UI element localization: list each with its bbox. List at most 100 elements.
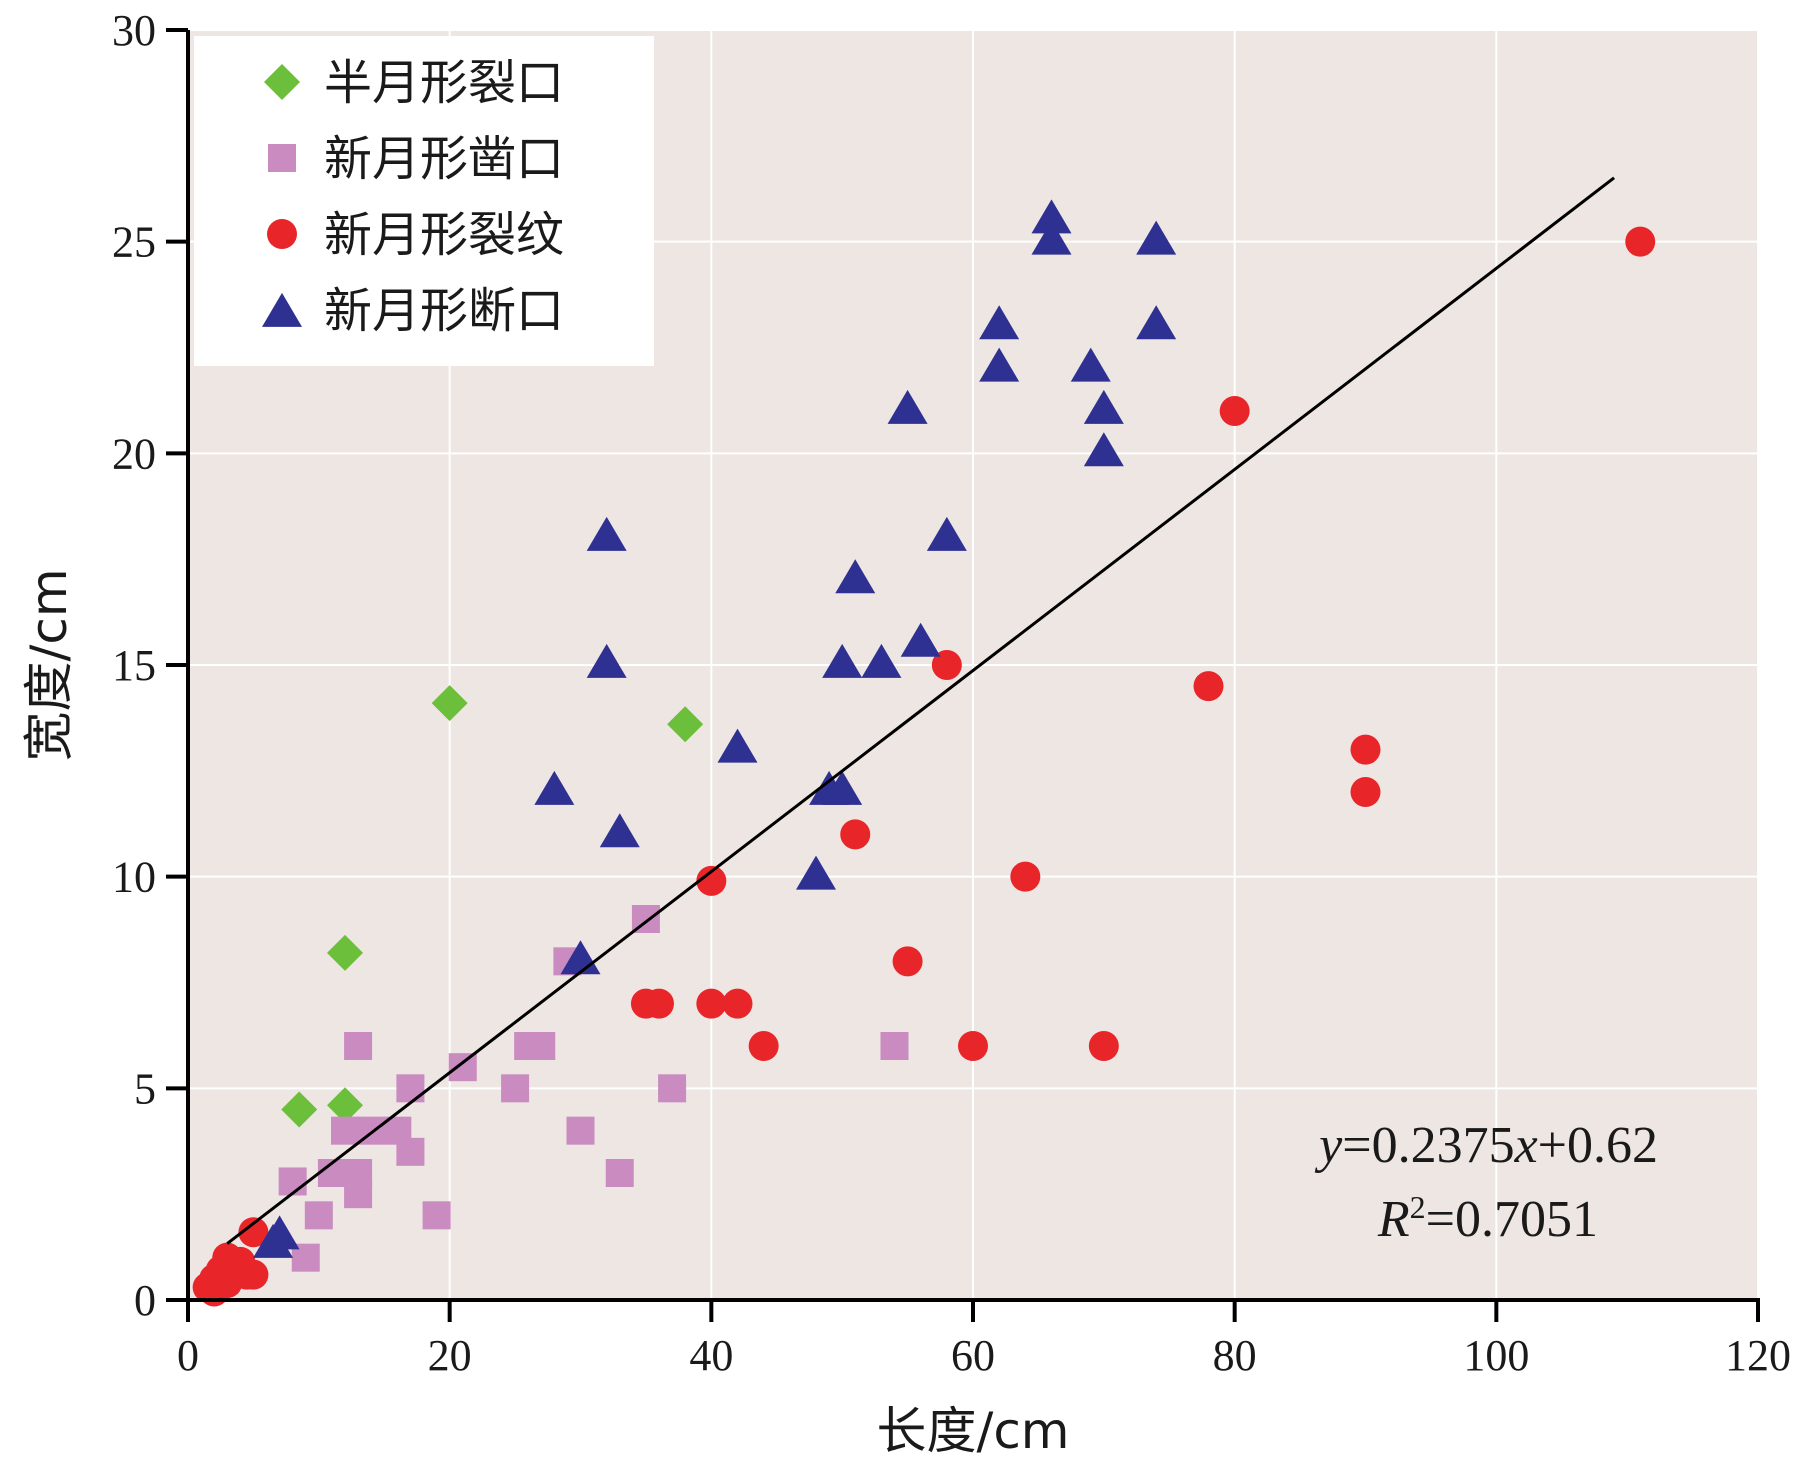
point-s3-1 <box>1031 220 1072 255</box>
data-points <box>192 199 1656 1307</box>
point-s2-13 <box>722 988 753 1019</box>
point-s2-4 <box>1350 734 1381 765</box>
y-axis-title: 宽度/cm <box>20 568 78 761</box>
series-1 <box>278 905 909 1272</box>
point-s3-4 <box>1136 305 1177 340</box>
y-tick-label-1: 5 <box>134 1064 156 1113</box>
legend-marker-2 <box>267 219 297 249</box>
legend-label-1: 新月形凿口 <box>324 131 564 187</box>
point-s1-18 <box>278 1167 307 1196</box>
point-s1-20 <box>304 1201 333 1230</box>
equation-x-var: x <box>1514 1117 1538 1174</box>
point-s2-11 <box>644 988 674 1019</box>
point-s2-2 <box>931 650 962 680</box>
x-tick-label-5: 100 <box>1463 1331 1529 1380</box>
point-s1-19 <box>344 1180 373 1209</box>
point-s3-6 <box>1070 347 1111 382</box>
point-s2-8 <box>1010 861 1041 892</box>
point-s3-20 <box>822 770 863 805</box>
point-s3-11 <box>926 516 967 551</box>
point-s2-1 <box>1219 396 1250 426</box>
legend-label-2: 新月形裂纹 <box>324 207 564 263</box>
x-tick-label-0: 0 <box>177 1331 199 1380</box>
point-s0-0 <box>431 685 468 722</box>
point-s1-6 <box>396 1074 425 1103</box>
point-s2-14 <box>748 1031 779 1061</box>
point-s3-7 <box>887 389 928 424</box>
point-s1-9 <box>880 1032 909 1060</box>
y-tick-label-2: 10 <box>112 853 156 902</box>
r-squared-var: R <box>1377 1191 1410 1248</box>
gridlines <box>188 29 1759 1300</box>
series-3 <box>253 199 1177 1258</box>
legend-marker-1 <box>268 144 296 172</box>
point-s2-9 <box>892 946 923 977</box>
equation-slope: =0.2375 <box>1342 1117 1514 1174</box>
r-squared-value: =0.7051 <box>1426 1191 1598 1248</box>
y-tick-label-5: 25 <box>112 218 156 267</box>
point-s3-8 <box>1083 389 1124 424</box>
equation-intercept: +0.62 <box>1538 1117 1658 1174</box>
legend-marker-3 <box>262 292 302 327</box>
point-s2-27 <box>199 1276 230 1307</box>
point-s3-15 <box>822 643 863 678</box>
axes <box>166 28 1760 1322</box>
x-axis-title: 长度/cm <box>876 1402 1069 1460</box>
point-s3-21 <box>599 813 640 848</box>
point-s3-12 <box>835 559 876 594</box>
y-tick-label-0: 0 <box>134 1276 156 1325</box>
point-s2-0 <box>1625 226 1656 257</box>
r-squared-sup: 2 <box>1410 1189 1426 1225</box>
point-s1-5 <box>527 1032 556 1060</box>
point-s1-10 <box>331 1116 359 1145</box>
point-s0-4 <box>327 1087 363 1124</box>
legend-label-0: 半月形裂口 <box>324 55 564 111</box>
point-s3-17 <box>717 728 758 763</box>
point-s3-3 <box>979 305 1020 340</box>
point-s2-7 <box>696 865 727 896</box>
point-s3-9 <box>1083 432 1124 467</box>
trendline <box>226 176 1615 1245</box>
x-tick-label-4: 80 <box>1213 1331 1257 1380</box>
point-s1-21 <box>422 1201 451 1230</box>
point-s0-2 <box>327 934 363 971</box>
x-tick-label-3: 60 <box>951 1331 995 1380</box>
point-s0-1 <box>667 706 704 743</box>
legend-marker-0 <box>264 64 300 100</box>
legend-box <box>194 36 654 366</box>
point-s3-18 <box>534 770 575 805</box>
point-s2-12 <box>696 988 727 1019</box>
point-s1-2 <box>344 1032 373 1060</box>
y-tick-label-3: 15 <box>112 641 156 690</box>
r-squared: R2=0.7051 <box>1377 1189 1598 1248</box>
x-tick-label-1: 20 <box>428 1331 472 1380</box>
point-s2-6 <box>840 819 871 850</box>
point-s1-17 <box>605 1159 634 1187</box>
point-s1-13 <box>566 1116 595 1145</box>
point-s1-8 <box>658 1074 687 1103</box>
point-s1-7 <box>501 1074 530 1103</box>
point-s1-16 <box>396 1137 425 1166</box>
point-s2-5 <box>1350 777 1381 807</box>
y-tick-label-4: 20 <box>112 429 156 478</box>
trend-equation: y=0.2375x+0.62 <box>1314 1117 1658 1174</box>
point-s3-16 <box>861 643 902 678</box>
legend-label-3: 新月形断口 <box>324 283 564 339</box>
point-s3-22 <box>796 855 836 890</box>
point-s3-25 <box>253 1223 294 1258</box>
point-s1-3 <box>448 1053 477 1082</box>
point-s2-17 <box>238 1217 269 1248</box>
x-tick-labels: 0 20 40 60 80 100 120 <box>177 1331 1791 1380</box>
point-s2-24 <box>238 1259 269 1290</box>
point-s2-16 <box>1088 1031 1119 1061</box>
point-s3-5 <box>979 347 1020 382</box>
point-s2-3 <box>1193 671 1224 702</box>
point-s3-13 <box>900 622 941 657</box>
y-tick-labels: 0 5 10 15 20 25 30 <box>112 6 156 1325</box>
x-tick-label-6: 120 <box>1725 1331 1791 1380</box>
y-tick-label-6: 30 <box>112 6 156 55</box>
series-0 <box>281 685 704 1128</box>
point-s2-15 <box>958 1031 988 1061</box>
